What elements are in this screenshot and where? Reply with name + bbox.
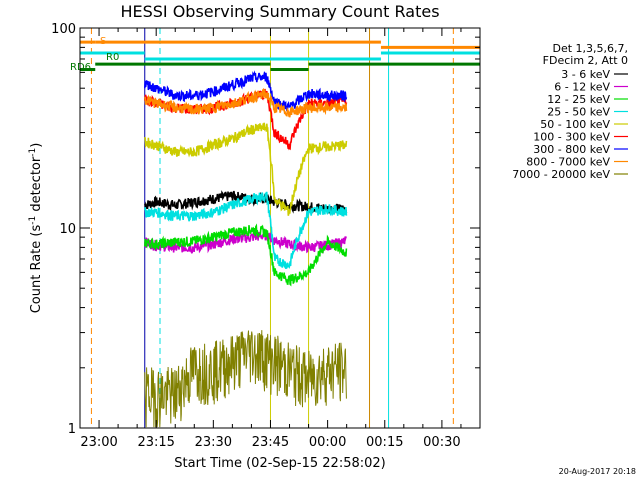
x-tick-label-6: 00:30 bbox=[423, 435, 460, 450]
y-axis-label: Count Rate (s-1 detector-1) bbox=[28, 143, 44, 314]
flag-label-s: S bbox=[100, 36, 106, 47]
x-tick-label-0: 23:00 bbox=[80, 435, 117, 450]
y-tick-label-1: 10 bbox=[59, 222, 76, 237]
timestamp: 20-Aug-2017 20:18 bbox=[559, 467, 636, 476]
x-axis-label: Start Time (02-Sep-15 22:58:02) bbox=[174, 456, 385, 471]
y-tick-label-2: 100 bbox=[51, 22, 76, 37]
series-line-4 bbox=[144, 122, 348, 216]
legend-header-line-1: Det 1,3,5,6,7, bbox=[552, 42, 628, 55]
chart-title: HESSI Observing Summary Count Rates bbox=[120, 2, 439, 21]
legend-label-0: 3 - 6 keV bbox=[561, 68, 610, 81]
legend-label-1: 6 - 12 keV bbox=[554, 81, 610, 94]
series-line-2 bbox=[144, 223, 348, 287]
legend: Det 1,3,5,6,7, FDecim 2, Att 0 3 - 6 keV… bbox=[512, 42, 628, 181]
axes: 23:00 23:15 23:30 23:45 00:00 00:15 00:30 1 10 10… bbox=[51, 22, 481, 450]
flag-label-rd6: RD6 bbox=[70, 62, 91, 73]
legend-label-3: 25 - 50 keV bbox=[547, 106, 610, 119]
y-tick-label-0: 1 bbox=[68, 422, 76, 437]
legend-label-4: 50 - 100 keV bbox=[540, 118, 610, 131]
x-tick-label-2: 23:30 bbox=[195, 435, 232, 450]
series-line-8 bbox=[144, 330, 347, 428]
series-line-3 bbox=[144, 191, 348, 270]
x-tick-label-3: 23:45 bbox=[252, 435, 289, 450]
flag-label-r0: R0 bbox=[106, 52, 119, 63]
x-tick-label-1: 23:15 bbox=[137, 435, 174, 450]
plot-area: SR0 RD6 bbox=[70, 28, 480, 428]
x-tick-label-4: 00:00 bbox=[309, 435, 346, 450]
legend-header-line-2: FDecim 2, Att 0 bbox=[543, 54, 628, 67]
legend-label-7: 800 - 7000 keV bbox=[526, 156, 610, 169]
legend-label-6: 300 - 800 keV bbox=[533, 143, 610, 156]
legend-label-8: 7000 - 20000 keV bbox=[512, 168, 610, 181]
legend-label-5: 100 - 300 keV bbox=[533, 131, 610, 144]
series-line-7 bbox=[144, 87, 348, 118]
series-line-6 bbox=[144, 70, 348, 112]
legend-label-2: 12 - 25 keV bbox=[547, 93, 610, 106]
x-tick-label-5: 00:15 bbox=[366, 435, 403, 450]
